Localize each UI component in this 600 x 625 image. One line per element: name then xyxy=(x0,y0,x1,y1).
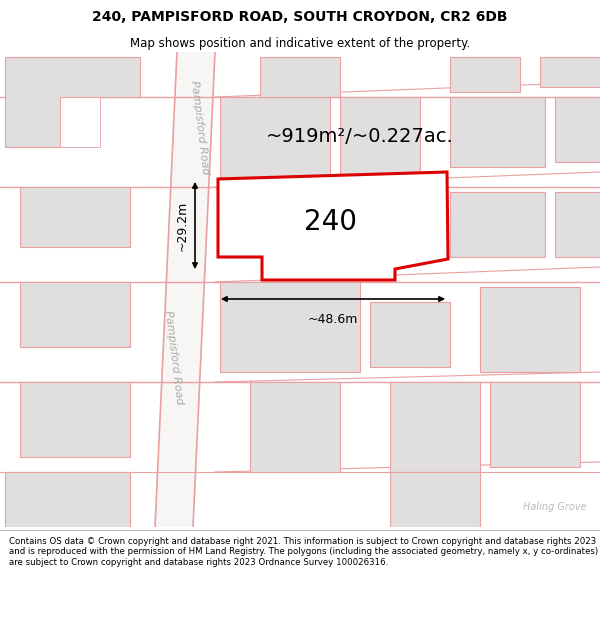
Polygon shape xyxy=(450,192,545,257)
Polygon shape xyxy=(390,382,480,472)
Text: 240, PAMPISFORD ROAD, SOUTH CROYDON, CR2 6DB: 240, PAMPISFORD ROAD, SOUTH CROYDON, CR2… xyxy=(92,11,508,24)
Polygon shape xyxy=(480,287,580,372)
Polygon shape xyxy=(370,302,450,367)
Polygon shape xyxy=(555,97,600,162)
Text: Pampisford Road: Pampisford Road xyxy=(163,309,185,405)
Polygon shape xyxy=(220,97,330,177)
Polygon shape xyxy=(20,282,130,347)
Text: Pampisford Road: Pampisford Road xyxy=(189,79,211,175)
Text: ~48.6m: ~48.6m xyxy=(308,313,358,326)
Text: ~29.2m: ~29.2m xyxy=(176,201,189,251)
Polygon shape xyxy=(220,282,360,372)
Text: ~919m²/~0.227ac.: ~919m²/~0.227ac. xyxy=(266,127,454,146)
Polygon shape xyxy=(20,187,130,247)
Polygon shape xyxy=(450,97,545,167)
Polygon shape xyxy=(260,57,340,97)
Text: 240: 240 xyxy=(304,208,356,236)
Polygon shape xyxy=(490,382,580,467)
Text: Map shows position and indicative extent of the property.: Map shows position and indicative extent… xyxy=(130,38,470,51)
Polygon shape xyxy=(340,97,420,182)
Text: Haling Grove: Haling Grove xyxy=(523,502,587,512)
Polygon shape xyxy=(555,192,600,257)
Polygon shape xyxy=(60,97,100,147)
Polygon shape xyxy=(450,57,520,92)
Polygon shape xyxy=(218,172,448,280)
Polygon shape xyxy=(540,57,600,87)
Text: Contains OS data © Crown copyright and database right 2021. This information is : Contains OS data © Crown copyright and d… xyxy=(9,537,598,567)
Polygon shape xyxy=(20,382,130,457)
Polygon shape xyxy=(5,472,130,527)
Polygon shape xyxy=(5,57,140,147)
Polygon shape xyxy=(155,52,215,527)
Polygon shape xyxy=(250,382,340,472)
Polygon shape xyxy=(390,472,480,527)
